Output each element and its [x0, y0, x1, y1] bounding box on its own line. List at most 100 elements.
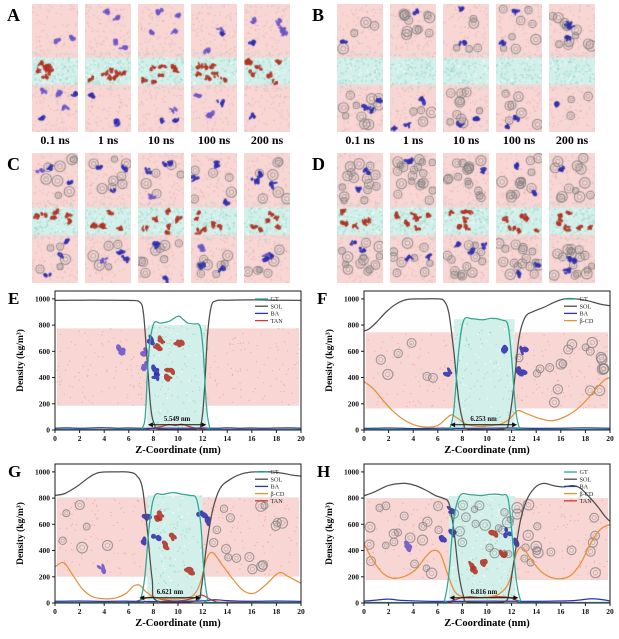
y-tick-label: 0 [46, 426, 50, 435]
y-tick-label: 400 [348, 373, 360, 382]
panel-a-snapshots: A [0, 0, 305, 132]
legend-label: GT [271, 296, 279, 303]
molecule-blob [164, 367, 176, 376]
y-tick-label: 1000 [344, 294, 359, 303]
molecule-blob [161, 540, 170, 551]
molecule-blob [157, 335, 166, 345]
x-axis-label: Z-Coordinate (nm) [135, 618, 221, 629]
snapshot-tile [496, 153, 542, 283]
chart-panel-f: F 0 2 4 6 8 10 12 14 16 18 20 0 200 400 600 800 1000 Z-Co… [309, 285, 618, 458]
time-labels-row: 0.1 ns 1 ns 10 ns 100 ns 200 ns 0.1 ns 1 ns 10… [0, 133, 619, 148]
x-tick-label: 18 [273, 434, 281, 443]
x-tick-label: 14 [532, 434, 540, 443]
legend-label: GT [271, 469, 279, 476]
series-BA [363, 427, 611, 430]
snapshot-tile [191, 153, 237, 283]
molecule-blob [515, 366, 528, 377]
legend-label: SOL [580, 476, 592, 483]
x-tick-label: 6 [436, 434, 440, 443]
x-tick-label: 4 [102, 434, 106, 443]
legend-label: β-CD [580, 491, 594, 498]
molecule-blob [404, 540, 413, 553]
density-chart-g: 0 2 4 6 8 10 12 14 16 18 2002004006008001000Z-Coor… [15, 463, 305, 629]
y-tick-label: 800 [348, 494, 360, 503]
cyclodextrin-rings [58, 499, 289, 575]
y-tick-label: 200 [39, 572, 51, 581]
molecule-blob [519, 345, 529, 356]
legend-label: β-CD [271, 491, 285, 498]
time-label: 0.1 ns [40, 133, 70, 147]
snapshot-tile [390, 4, 436, 132]
snapshot-tile [138, 153, 184, 283]
snapshot-tile [244, 4, 290, 132]
panel-label-b: B [312, 5, 325, 25]
x-tick-label: 6 [436, 607, 440, 616]
molecule-blob [163, 373, 173, 382]
panel-label-e: E [8, 289, 20, 308]
snapshot-tile [191, 4, 237, 132]
molecule-blob [151, 372, 161, 382]
x-tick-label: 16 [557, 607, 565, 616]
molecule-blob [183, 566, 196, 576]
molecule-blob [438, 534, 447, 543]
molecule-blob [503, 527, 513, 539]
time-label: 200 ns [555, 133, 589, 147]
legend-label: TAN [271, 498, 284, 505]
x-axis-label: Z-Coordinate (nm) [444, 618, 530, 629]
y-tick-label: 600 [39, 520, 51, 529]
snapshot-tile [496, 4, 542, 132]
x-tick-label: 8 [461, 607, 465, 616]
x-tick-label: 8 [152, 434, 156, 443]
panel-b-tiles [337, 4, 610, 132]
x-tick-label: 2 [387, 607, 391, 616]
y-tick-label: 400 [348, 546, 360, 555]
y-tick-label: 800 [39, 494, 51, 503]
panel-c-tiles [32, 153, 305, 283]
x-tick-label: 6 [127, 434, 131, 443]
annotation-text: 6.816 nm [471, 589, 498, 596]
membrane-slab [453, 319, 515, 430]
density-chart-e: 0 2 4 6 8 10 12 14 16 18 2002004006008001000Z-Coor… [15, 290, 305, 456]
x-tick-label: 12 [508, 607, 516, 616]
x-tick-label: 20 [606, 607, 614, 616]
y-tick-label: 200 [348, 572, 360, 581]
series-BA [363, 598, 611, 603]
snapshot-row-top: A B [0, 0, 619, 132]
snapshot-row-bottom: C D [0, 149, 619, 283]
y-tick-label: 400 [39, 546, 51, 555]
annotation-text: 5.549 nm [164, 416, 191, 423]
x-tick-label: 12 [508, 434, 516, 443]
series-β-CD [363, 523, 611, 599]
legend-label: BA [271, 311, 280, 318]
series-GT [54, 315, 302, 431]
time-label: 0.1 ns [345, 133, 375, 147]
legend-label: SOL [271, 303, 283, 310]
y-tick-label: 200 [39, 399, 51, 408]
cyclodextrin-rings [375, 336, 610, 408]
x-tick-label: 16 [557, 434, 565, 443]
snapshot-tile [85, 4, 131, 132]
panel-c-snapshots: C [0, 149, 305, 283]
x-tick-label: 14 [223, 434, 231, 443]
x-tick-label: 18 [273, 607, 281, 616]
x-tick-label: 10 [174, 434, 182, 443]
molecule-blob [173, 339, 185, 348]
y-tick-label: 0 [355, 599, 359, 608]
y-tick-label: 800 [348, 321, 360, 330]
annotation-text: 6.253 nm [470, 416, 497, 423]
snapshot-tile [138, 4, 184, 132]
time-label: 100 ns [502, 133, 536, 147]
density-chart-h: 0 2 4 6 8 10 12 14 16 18 2002004006008001000Z-Coor… [324, 463, 614, 629]
molecule-blob [96, 563, 107, 575]
legend-label: BA [580, 484, 589, 491]
molecule-blob [498, 549, 508, 559]
legend-label: GT [580, 296, 588, 303]
x-tick-label: 14 [223, 607, 231, 616]
y-tick-label: 400 [39, 373, 51, 382]
molecule-blob [151, 533, 162, 542]
x-tick-label: 0 [53, 607, 57, 616]
panel-b-snapshots: B [305, 0, 610, 132]
